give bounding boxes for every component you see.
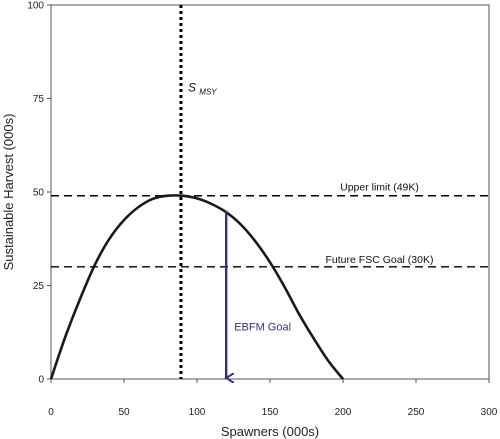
x-tick-label-150: 150 [262,407,279,418]
upper-limit-label: Upper limit (49K) [340,182,419,194]
x-tick-label-300: 300 [481,407,498,418]
y-tick-label-50: 50 [33,188,45,199]
smsy-main-letter: S [188,81,196,95]
fsc-goal-label: Future FSC Goal (30K) [326,254,434,266]
x-tick-label-50: 50 [118,407,130,418]
x-tick-label-100: 100 [189,407,206,418]
y-tick-label-0: 0 [38,375,44,386]
harvest-curve-0 [49,194,345,380]
y-tick-label-25: 25 [33,281,45,292]
curve-series [49,194,345,380]
x-tick-label-200: 200 [335,407,352,418]
x-tick-label-0: 0 [48,407,54,418]
smsy-annotation: S MSY [188,81,217,97]
axes [47,4,490,383]
x-axis-title: Spawners (000s) [221,424,319,439]
reference-lines [51,5,489,379]
y-tick-label-75: 75 [33,94,45,105]
smsy-subscript: MSY [199,88,217,97]
tick-labels: 0 50 100 150 200 250 300 0 25 50 75 100 [27,1,497,419]
y-axis-title: Sustainable Harvest (000s) [1,114,16,271]
y-tick-label-100: 100 [27,1,44,12]
x-tick-label-250: 250 [408,407,425,418]
ebfm-goal-label: EBFM Goal [234,321,291,333]
